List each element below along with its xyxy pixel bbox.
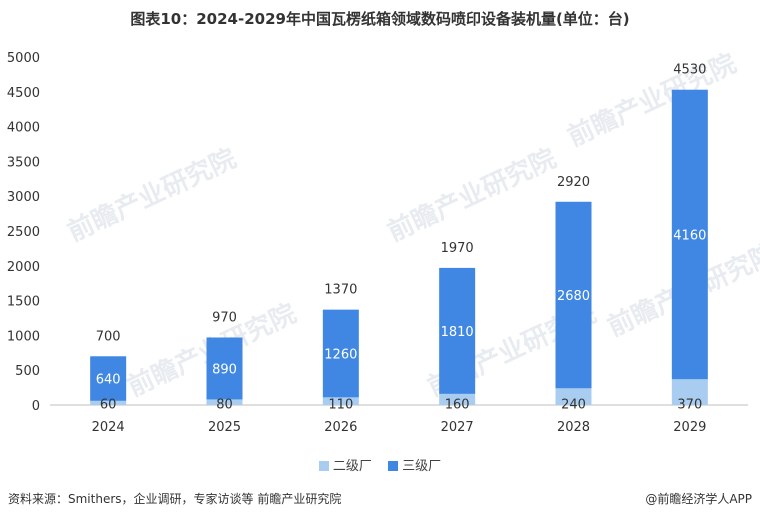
- bar-series1: [671, 379, 708, 405]
- data-label-series1: 80: [216, 398, 233, 413]
- x-tick-label: 2025: [208, 420, 241, 435]
- bar-series2: [90, 356, 127, 401]
- data-label-series2: 1810: [441, 325, 474, 340]
- legend-label-series2: 三级厂: [402, 459, 442, 474]
- bar-series1: [90, 400, 127, 405]
- y-tick-label: 5000: [7, 51, 40, 66]
- data-label-series2: 640: [96, 373, 121, 388]
- data-label-series1: 60: [100, 398, 117, 413]
- y-tick-label: 1000: [7, 329, 40, 344]
- y-tick-label: 3000: [7, 190, 40, 205]
- source-note: 资料来源：Smithers，企业调研，专家访谈等 前瞻产业研究院: [8, 492, 342, 506]
- chart-title: 图表10：2024-2029年中国瓦楞纸箱领域数码喷印设备装机量(单位：台): [130, 10, 630, 28]
- y-tick-label: 4000: [7, 121, 40, 136]
- data-label-series1: 240: [561, 398, 586, 413]
- data-label-series1: 160: [445, 398, 470, 413]
- data-label-total: 1370: [324, 283, 357, 298]
- data-label-series2: 890: [212, 362, 237, 377]
- data-label-series2: 1260: [324, 347, 357, 362]
- bar-series1: [555, 388, 592, 405]
- y-tick-label: 1500: [7, 295, 40, 310]
- x-tick-label: 2028: [557, 420, 590, 435]
- data-label-total: 1970: [441, 241, 474, 256]
- credit-note: @前瞻经济学人APP: [645, 492, 752, 506]
- data-label-total: 2920: [557, 175, 590, 190]
- bar-series2: [439, 267, 476, 394]
- x-tick-label: 2024: [92, 420, 125, 435]
- data-label-total: 700: [96, 329, 121, 344]
- legend-label-series1: 二级厂: [332, 459, 372, 474]
- data-label-total: 4530: [673, 63, 706, 78]
- y-tick-label: 3500: [7, 155, 40, 170]
- x-tick-label: 2027: [441, 420, 474, 435]
- bar-series2: [322, 309, 359, 398]
- chart-legend: 二级厂 三级厂: [0, 455, 760, 474]
- bar-series2: [671, 89, 708, 380]
- legend-item-series1: 二级厂: [318, 455, 372, 474]
- data-label-series2: 4160: [673, 228, 706, 243]
- legend-item-series2: 三级厂: [388, 455, 441, 474]
- bar-series1: [322, 397, 359, 405]
- data-label-total: 970: [212, 310, 237, 325]
- x-tick-label: 2029: [673, 420, 706, 435]
- bar-series2: [555, 201, 592, 389]
- legend-swatch-series1: [318, 461, 329, 471]
- legend-swatch-series2: [388, 461, 399, 471]
- data-label-series1: 110: [328, 398, 353, 413]
- data-label-series1: 370: [677, 398, 702, 413]
- y-tick-label: 2500: [7, 225, 40, 240]
- y-tick-label: 500: [15, 364, 40, 379]
- bar-series1: [206, 399, 243, 405]
- y-tick-label: 0: [32, 399, 40, 414]
- x-tick-label: 2026: [324, 420, 357, 435]
- bar-series1: [439, 393, 476, 405]
- data-label-series2: 2680: [557, 289, 590, 304]
- bar-series2: [206, 337, 243, 400]
- y-tick-label: 4500: [7, 86, 40, 101]
- y-tick-label: 2000: [7, 260, 40, 275]
